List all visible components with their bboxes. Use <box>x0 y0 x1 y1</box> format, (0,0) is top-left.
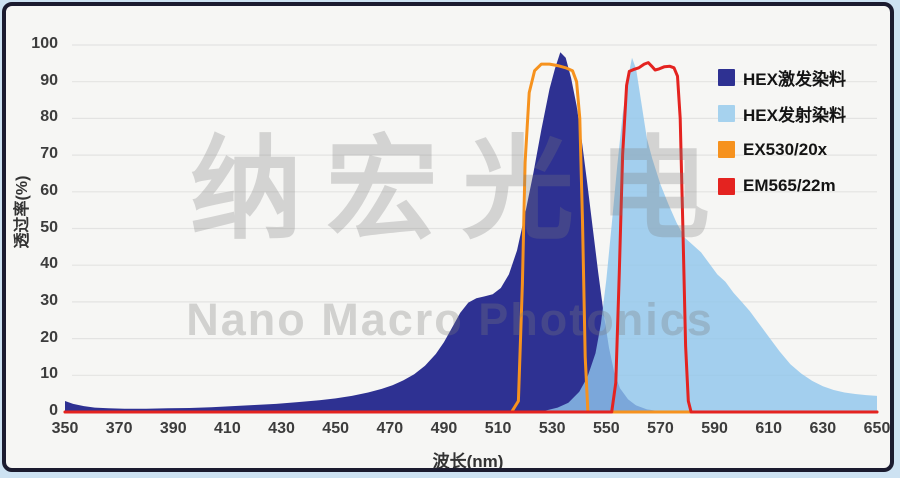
spectra-chart <box>63 44 879 414</box>
chart-stage: 纳宏光电 Nano Macro Photonics 透过率(%) 波长(nm) … <box>6 6 891 471</box>
y-tick-label: 100 <box>31 35 58 52</box>
y-tick-label: 80 <box>40 108 58 126</box>
y-tick-label: 0 <box>49 402 58 419</box>
series-line-2 <box>63 62 879 414</box>
x-tick-label: 350 <box>51 420 79 437</box>
legend-item-hex-emission: HEX发射染料 <box>718 102 846 125</box>
x-tick-label: 410 <box>214 420 241 437</box>
legend-swatch-light-blue <box>718 104 735 122</box>
y-tick-label: 90 <box>40 71 58 89</box>
x-tick-label: 450 <box>322 420 349 437</box>
y-tick-label: 50 <box>40 218 58 236</box>
legend-label: EM565/22m <box>743 176 836 196</box>
legend-item-ex-filter: EX530/20x <box>718 139 827 161</box>
x-tick-label: 610 <box>755 420 783 437</box>
legend-label: HEX激发染料 <box>743 69 846 89</box>
x-tick-label: 510 <box>484 420 512 437</box>
y-tick-label: 70 <box>40 145 58 163</box>
legend-swatch-dark-blue <box>718 68 735 86</box>
series-line-3 <box>63 61 879 414</box>
x-tick-label: 550 <box>592 420 620 437</box>
x-tick-label: 530 <box>538 420 566 437</box>
x-tick-label: 490 <box>430 420 458 437</box>
x-tick-label: 430 <box>268 420 295 437</box>
x-tick-label: 370 <box>105 420 133 437</box>
x-axis-title: 波长(nm) <box>432 452 504 471</box>
legend-item-em-filter: EM565/22m <box>718 175 836 197</box>
legend-item-hex-excitation: HEX激发染料 <box>718 66 846 89</box>
chart-card: 纳宏光电 Nano Macro Photonics 透过率(%) 波长(nm) … <box>2 2 894 472</box>
x-tick-label: 570 <box>647 420 674 437</box>
legend-label: HEX发射染料 <box>743 105 846 125</box>
y-tick-label: 60 <box>40 181 58 199</box>
x-tick-label: 630 <box>809 420 837 437</box>
x-tick-label: 470 <box>376 420 404 437</box>
x-tick-label: 650 <box>863 420 891 437</box>
legend-swatch-red <box>718 177 735 195</box>
legend-swatch-orange <box>718 141 735 159</box>
y-tick-label: 20 <box>40 328 58 346</box>
x-tick-label: 590 <box>701 420 728 437</box>
series-area-0 <box>65 52 677 413</box>
y-tick-label: 40 <box>40 255 58 273</box>
x-tick-label: 390 <box>159 420 187 437</box>
y-tick-label: 10 <box>40 365 58 383</box>
y-tick-label: 30 <box>40 291 58 309</box>
series-area-1 <box>536 57 877 413</box>
legend-label: EX530/20x <box>743 139 828 159</box>
